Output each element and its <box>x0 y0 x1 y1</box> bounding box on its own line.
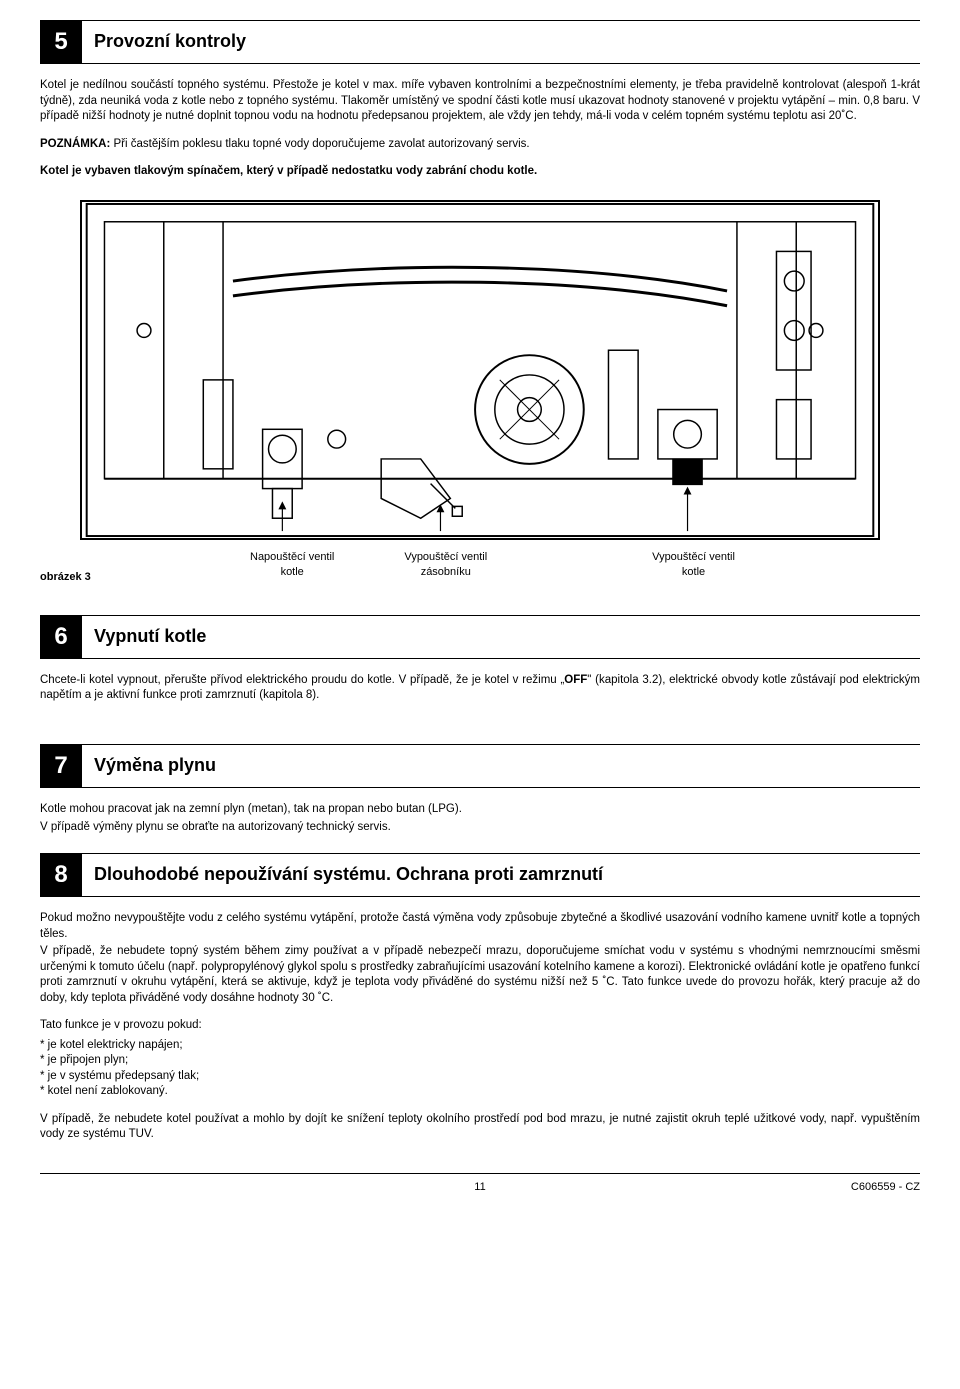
s6-p1: Chcete-li kotel vypnout, přerušte přívod… <box>40 673 920 704</box>
section-5-title: Provozní kontroly <box>82 29 246 54</box>
section-7-number: 7 <box>40 745 82 787</box>
s5-p1: Kotel je nedílnou součástí topného systé… <box>40 78 920 125</box>
figure-3-container <box>40 200 920 540</box>
section-6-number: 6 <box>40 616 82 658</box>
s8-p1: Pokud možno nevypouštějte vodu z celého … <box>40 911 920 942</box>
boiler-schematic <box>80 200 880 540</box>
page-footer: 11 C606559 - CZ <box>40 1173 920 1195</box>
section-5-number: 5 <box>40 21 82 63</box>
s8-p2: V případě, že nebudete topný systém běhe… <box>40 944 920 1006</box>
section-7-title: Výměna plynu <box>82 753 216 778</box>
section-7-header: 7 Výměna plynu <box>40 744 920 788</box>
figure-3-row: obrázek 3 Napouštěcí ventil kotle Vypouš… <box>40 550 920 585</box>
label-fill-valve: Napouštěcí ventil kotle <box>250 550 334 581</box>
doc-code: C606559 - CZ <box>851 1180 920 1195</box>
section-5-header: 5 Provozní kontroly <box>40 20 920 64</box>
page-number: 11 <box>474 1180 485 1195</box>
section-6-title: Vypnutí kotle <box>82 624 206 649</box>
s7-p1: Kotle mohou pracovat jak na zemní plyn (… <box>40 802 920 818</box>
s8-bullets: * je kotel elektricky napájen; * je přip… <box>40 1038 920 1100</box>
label-tank-drain: Vypouštěcí ventil zásobníku <box>404 550 487 581</box>
s8-b4: * kotel není zablokovaný. <box>40 1084 920 1100</box>
s8-p3: Tato funkce je v provozu pokud: <box>40 1018 920 1034</box>
s8-b1: * je kotel elektricky napájen; <box>40 1038 920 1054</box>
s8-p4: V případě, že nebudete kotel používat a … <box>40 1112 920 1143</box>
figure-3-caption: obrázek 3 <box>40 550 110 585</box>
s5-p3: Kotel je vybaven tlakovým spínačem, kter… <box>40 164 920 180</box>
section-8-header: 8 Dlouhodobé nepoužívání systému. Ochran… <box>40 853 920 897</box>
s8-b3: * je v systému předepsaný tlak; <box>40 1069 920 1085</box>
section-6-header: 6 Vypnutí kotle <box>40 615 920 659</box>
s5-p2-text: Při častějším poklesu tlaku topné vody d… <box>110 138 529 150</box>
s8-b2: * je připojen plyn; <box>40 1053 920 1069</box>
section-8-title: Dlouhodobé nepoužívání systému. Ochrana … <box>82 862 603 887</box>
label-boiler-drain: Vypouštěcí ventil kotle <box>652 550 735 581</box>
section-8-number: 8 <box>40 854 82 896</box>
s5-p2-bold: POZNÁMKA: <box>40 138 110 150</box>
s7-p2: V případě výměny plynu se obraťte na aut… <box>40 820 920 836</box>
s5-p2: POZNÁMKA: Při častějším poklesu tlaku to… <box>40 137 920 153</box>
